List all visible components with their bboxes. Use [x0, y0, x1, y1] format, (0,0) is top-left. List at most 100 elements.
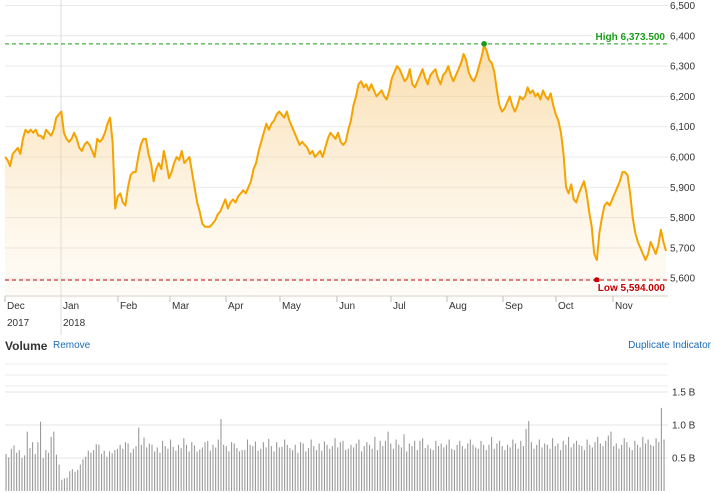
volume-bar — [69, 471, 71, 491]
volume-bar — [629, 447, 631, 491]
volume-bar — [607, 435, 609, 491]
volume-bar — [95, 444, 97, 491]
volume-y-axis: 0.5 B 1.0 B 1.5 B — [672, 388, 696, 465]
volume-bar — [437, 446, 440, 491]
volume-bar — [504, 450, 506, 491]
volume-bar — [467, 443, 469, 491]
volume-bar — [368, 444, 371, 491]
volume-bar — [191, 442, 193, 491]
volume-bar — [650, 444, 652, 491]
volume-bar — [114, 450, 116, 491]
month-label: Feb — [120, 301, 138, 312]
volume-bar — [238, 451, 241, 491]
volume-bar — [597, 436, 599, 491]
volume-bar — [284, 439, 286, 491]
volume-bar — [254, 441, 256, 491]
volume-bars — [5, 407, 665, 491]
volume-bar — [477, 448, 479, 491]
volume-bar — [552, 438, 554, 491]
volume-bar — [265, 447, 267, 491]
duplicate-indicator-link[interactable]: Duplicate Indicator — [628, 340, 711, 351]
volume-bar — [361, 451, 363, 491]
volume-bar — [71, 469, 73, 491]
volume-bar — [10, 448, 12, 491]
volume-bar — [87, 450, 89, 491]
volume-bar — [106, 456, 108, 491]
volume-bar — [42, 458, 44, 491]
volume-bar — [342, 440, 344, 491]
volume-chart[interactable]: 0.5 B 1.0 B 1.5 B — [0, 355, 715, 493]
volume-bar — [79, 464, 81, 491]
volume-bar — [610, 431, 612, 491]
volume-bar — [337, 447, 339, 491]
volume-bar — [122, 448, 124, 491]
volume-bar — [278, 447, 280, 491]
volume-bar — [156, 447, 158, 491]
volume-bar — [233, 443, 235, 491]
volume-bar — [538, 439, 540, 491]
volume-bar — [273, 451, 275, 491]
volume-bar — [621, 444, 623, 491]
volume-bar — [589, 444, 591, 491]
volume-bar — [464, 448, 466, 491]
volume-bar — [530, 442, 532, 491]
volume-bar — [493, 448, 495, 491]
volume-bar — [660, 407, 662, 491]
volume-bar — [395, 439, 397, 491]
volume-bar — [313, 446, 315, 491]
volume-bar — [231, 442, 233, 491]
volume-bar — [164, 446, 166, 491]
volume-bar — [602, 446, 604, 491]
volume-bar — [32, 442, 34, 491]
volume-bar — [565, 444, 567, 491]
year-label: 2018 — [63, 318, 86, 329]
volume-bar — [546, 444, 548, 491]
price-chart[interactable]: 5,600 5,700 5,800 5,900 6,000 6,100 6,200 6,300… — [0, 0, 715, 335]
volume-bar — [528, 421, 530, 491]
volume-bar — [193, 445, 195, 491]
volume-bar — [323, 441, 325, 491]
volume-bar — [636, 444, 639, 491]
volume-bar — [93, 450, 95, 491]
volume-tick-label: 1.5 B — [672, 388, 696, 399]
volume-bar — [581, 446, 583, 491]
volume-bar — [533, 448, 535, 491]
volume-bar — [472, 444, 474, 491]
volume-bar — [642, 436, 644, 491]
price-tick-label: 5,600 — [670, 274, 695, 285]
volume-bar — [469, 439, 471, 491]
volume-bar — [658, 442, 660, 491]
volume-bar — [544, 443, 546, 491]
month-label: Mar — [172, 301, 190, 312]
volume-bar — [355, 443, 357, 491]
volume-bar — [321, 450, 323, 491]
volume-bar — [626, 442, 628, 491]
volume-bar — [567, 436, 570, 491]
volume-bar — [483, 444, 485, 491]
volume-bar — [499, 440, 501, 491]
volume-bar — [615, 443, 617, 491]
volume-bar — [392, 448, 394, 491]
remove-volume-link[interactable]: Remove — [53, 340, 91, 351]
month-label: May — [282, 301, 301, 312]
volume-bar — [485, 450, 487, 491]
volume-bar — [435, 440, 437, 491]
volume-bar — [207, 440, 209, 491]
month-label: Aug — [449, 301, 467, 312]
volume-bar — [427, 444, 429, 491]
volume-bar — [475, 447, 477, 491]
volume-bar — [387, 431, 389, 491]
month-label: Oct — [558, 301, 574, 312]
volume-bar — [127, 443, 129, 491]
volume-bar — [66, 477, 68, 491]
volume-bar — [398, 444, 400, 491]
volume-bar — [61, 479, 63, 491]
volume-bar — [631, 450, 633, 491]
volume-bar — [599, 443, 601, 491]
volume-bar — [236, 448, 238, 491]
volume-bar — [374, 436, 376, 491]
volume-bar — [162, 440, 164, 491]
price-tick-label: 6,000 — [670, 153, 695, 164]
volume-bar — [350, 444, 352, 491]
volume-bar — [289, 448, 291, 491]
